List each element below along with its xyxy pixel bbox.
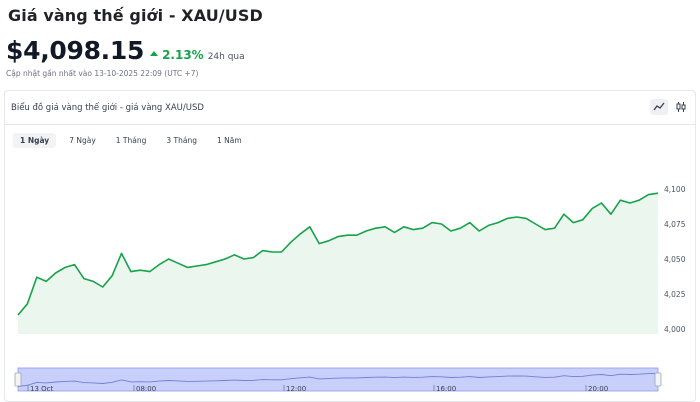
price-change-percent: 2.13% (162, 48, 204, 62)
navigator-label: 08:00 (136, 385, 156, 393)
change-period: 24h qua (207, 52, 245, 62)
y-tick-label: 4,000 (664, 325, 686, 334)
navigator-label: 16:00 (436, 385, 456, 393)
tab-1-day[interactable]: 1 Ngày (13, 133, 57, 148)
y-tick-label: 4,050 (664, 255, 686, 264)
current-price: $4,098.15 (6, 36, 145, 65)
navigator-label: 13 Oct (30, 385, 53, 393)
navigator-label: 20:00 (588, 385, 608, 393)
navigator-left-handle[interactable] (14, 372, 22, 387)
tab-3-months[interactable]: 3 Tháng (166, 136, 197, 145)
range-tabs: 1 Ngày 7 Ngày 1 Tháng 3 Tháng 1 Năm (13, 133, 249, 148)
tab-1-year[interactable]: 1 Năm (216, 136, 242, 145)
navigator-label: 12:00 (286, 385, 306, 393)
y-tick-label: 4,025 (664, 290, 686, 299)
tab-7-days[interactable]: 7 Ngày (69, 136, 96, 145)
up-arrow-icon (150, 51, 159, 56)
y-tick-label: 4,075 (664, 220, 686, 229)
tab-1-month[interactable]: 1 Tháng (115, 136, 147, 145)
price-summary: $4,098.15 2.13% 24h qua (6, 36, 245, 65)
page-title: Giá vàng thế giới - XAU/USD (8, 6, 263, 25)
price-area (18, 193, 658, 334)
line-chart-toggle[interactable] (650, 99, 668, 115)
navigator-line (17, 372, 659, 387)
chart-card: Biểu đồ giá vàng thế giới - giá vàng XAU… (4, 90, 696, 402)
candlestick-toggle[interactable] (672, 99, 690, 115)
chart-card-header: Biểu đồ giá vàng thế giới - giá vàng XAU… (5, 91, 695, 125)
navigator-window (17, 367, 659, 392)
chart-card-title: Biểu đồ giá vàng thế giới - giá vàng XAU… (11, 103, 204, 113)
line-chart-icon (653, 102, 665, 111)
last-updated: Cập nhật gần nhất vào 13-10-2025 22:09 (… (6, 69, 199, 78)
navigator-right-handle[interactable] (654, 372, 662, 387)
price-line (17, 192, 659, 316)
y-tick-label: 4,100 (664, 185, 686, 194)
candlestick-icon (676, 102, 686, 112)
